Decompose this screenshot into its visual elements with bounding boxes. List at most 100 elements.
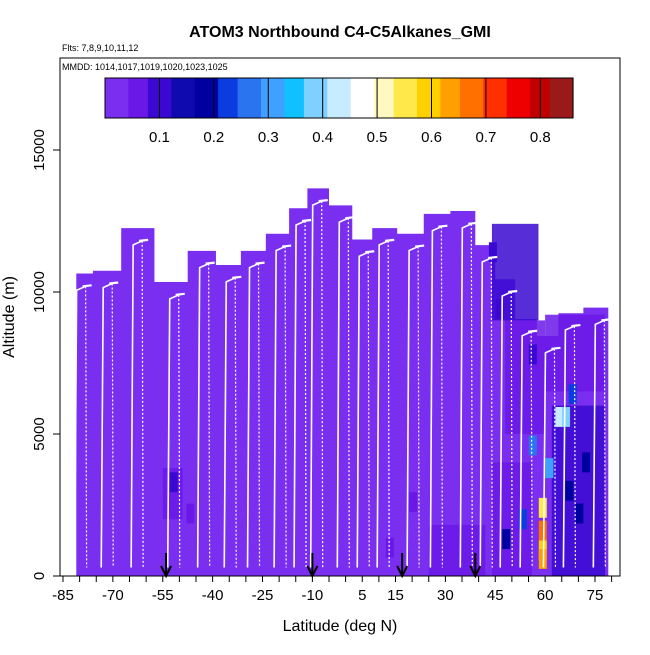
colorbar-swatch bbox=[272, 78, 278, 118]
heatmap-cell bbox=[495, 299, 504, 319]
x-tick-label: 60 bbox=[537, 587, 554, 604]
y-tick-label: 0 bbox=[31, 572, 48, 580]
colorbar-tick-label: 0.2 bbox=[203, 129, 224, 146]
colorbar bbox=[104, 77, 574, 119]
profile-cruise bbox=[232, 275, 242, 279]
profile-ascent bbox=[499, 291, 512, 568]
colorbar-swatch bbox=[147, 78, 153, 118]
profile-ascent bbox=[592, 319, 605, 568]
colorbar-swatch bbox=[389, 78, 395, 118]
heatmap-region bbox=[551, 405, 605, 576]
colorbar-swatch bbox=[327, 78, 332, 118]
profile-descent bbox=[530, 331, 533, 568]
colorbar-swatch bbox=[506, 78, 512, 118]
colorbar-swatch bbox=[370, 78, 375, 118]
colorbar-swatch bbox=[514, 78, 519, 118]
colorbar-swatch bbox=[144, 78, 149, 118]
profile-ascent bbox=[309, 200, 323, 568]
colorbar-swatch bbox=[151, 78, 157, 118]
profile-descent bbox=[553, 348, 557, 568]
colorbar-swatch bbox=[124, 78, 129, 118]
colorbar-swatch bbox=[229, 78, 235, 118]
colorbar-swatch bbox=[362, 78, 367, 118]
colorbar-swatch bbox=[179, 78, 184, 118]
colorbar-ticks: 0.1 0.2 0.3 0.4 0.5 0.6 0.7 0.8 bbox=[149, 78, 551, 146]
profile-cruise bbox=[508, 289, 518, 294]
colorbar-swatch bbox=[495, 78, 500, 118]
colorbar-swatch bbox=[268, 78, 274, 118]
heatmap-cell bbox=[528, 344, 537, 365]
colorbar-swatch bbox=[557, 78, 562, 118]
profile-ascent bbox=[542, 348, 555, 568]
profile-descent bbox=[367, 252, 370, 568]
colorbar-swatch bbox=[440, 78, 445, 118]
colorbar-swatch bbox=[296, 78, 301, 118]
profile-descent bbox=[603, 320, 606, 568]
colorbar-swatch bbox=[128, 78, 133, 118]
colorbar-swatch bbox=[346, 78, 352, 118]
colorbar-swatch bbox=[249, 78, 254, 118]
colorbar-tick-label: 0.8 bbox=[530, 129, 551, 146]
colorbar-swatch bbox=[436, 78, 441, 118]
x-axis: -85 -70 -55 -40 -25 -10 5 15 30 45 60 75 bbox=[52, 576, 613, 604]
colorbar-swatch bbox=[241, 78, 246, 118]
profile-cruise bbox=[571, 323, 581, 328]
colorbar-swatch bbox=[409, 78, 414, 118]
colorbar-swatch bbox=[393, 78, 399, 118]
heatmap-cell bbox=[545, 458, 554, 479]
x-tick-label: 75 bbox=[587, 587, 604, 604]
colorbar-swatch bbox=[163, 78, 168, 118]
colorbar-swatch bbox=[335, 78, 340, 118]
y-axis-label: Altitude (m) bbox=[1, 276, 18, 358]
profile-cruise bbox=[255, 261, 265, 265]
heatmap-cell bbox=[528, 435, 537, 456]
heatmap-cell bbox=[169, 472, 178, 493]
colorbar-swatch bbox=[105, 78, 110, 118]
profile-cruise bbox=[175, 292, 185, 296]
profile-ascent bbox=[130, 240, 143, 568]
profile-descent bbox=[440, 226, 443, 568]
colorbar-tick-label: 0.7 bbox=[476, 129, 497, 146]
colorbar-swatch bbox=[276, 78, 282, 118]
colorbar-swatch bbox=[225, 78, 231, 118]
colorbar-swatch bbox=[475, 78, 480, 118]
profile-descent bbox=[387, 240, 390, 568]
profile-cruise bbox=[139, 238, 149, 242]
colorbar-swatch bbox=[378, 78, 383, 118]
profile-descent bbox=[85, 286, 88, 568]
heatmap-cell bbox=[562, 407, 571, 427]
colorbar-swatch bbox=[311, 78, 317, 118]
colorbar-swatch bbox=[257, 78, 262, 118]
profile-descent bbox=[208, 263, 211, 568]
colorbar-swatch bbox=[487, 78, 492, 118]
colorbar-swatch bbox=[459, 78, 465, 118]
colorbar-swatch bbox=[502, 78, 508, 118]
profile-cruise bbox=[109, 281, 119, 285]
colorbar-swatch bbox=[245, 78, 250, 118]
profile-ascent bbox=[246, 262, 259, 568]
x-tick-label: 15 bbox=[387, 587, 404, 604]
profile-ascent bbox=[376, 240, 389, 568]
colorbar-swatch bbox=[385, 78, 391, 118]
heatmap-cell bbox=[538, 497, 547, 518]
colorbar-swatch bbox=[284, 78, 289, 118]
colorbar-swatch bbox=[413, 78, 418, 118]
colorbar-tick-label: 0.4 bbox=[312, 129, 333, 146]
flights-text: Flts: 7,8,9,10,11,12 bbox=[62, 43, 138, 53]
x-tick-label: -85 bbox=[52, 587, 74, 604]
profile-descent bbox=[304, 220, 307, 568]
profile-descent bbox=[490, 257, 493, 568]
colorbar-swatch bbox=[471, 78, 477, 118]
colorbar-swatch bbox=[342, 78, 348, 118]
profile-descent bbox=[111, 283, 114, 568]
colorbar-swatch bbox=[288, 78, 293, 118]
profile-cruise bbox=[301, 218, 312, 223]
profile-ascent bbox=[73, 285, 86, 568]
colorbar-swatch bbox=[405, 78, 410, 118]
colorbar-swatch bbox=[194, 78, 200, 118]
colorbar-swatch bbox=[206, 78, 211, 118]
x-tick-label: -70 bbox=[102, 587, 124, 604]
colorbar-swatch bbox=[280, 78, 285, 118]
profile-cruise bbox=[438, 224, 448, 228]
colorbar-swatch bbox=[136, 78, 141, 118]
